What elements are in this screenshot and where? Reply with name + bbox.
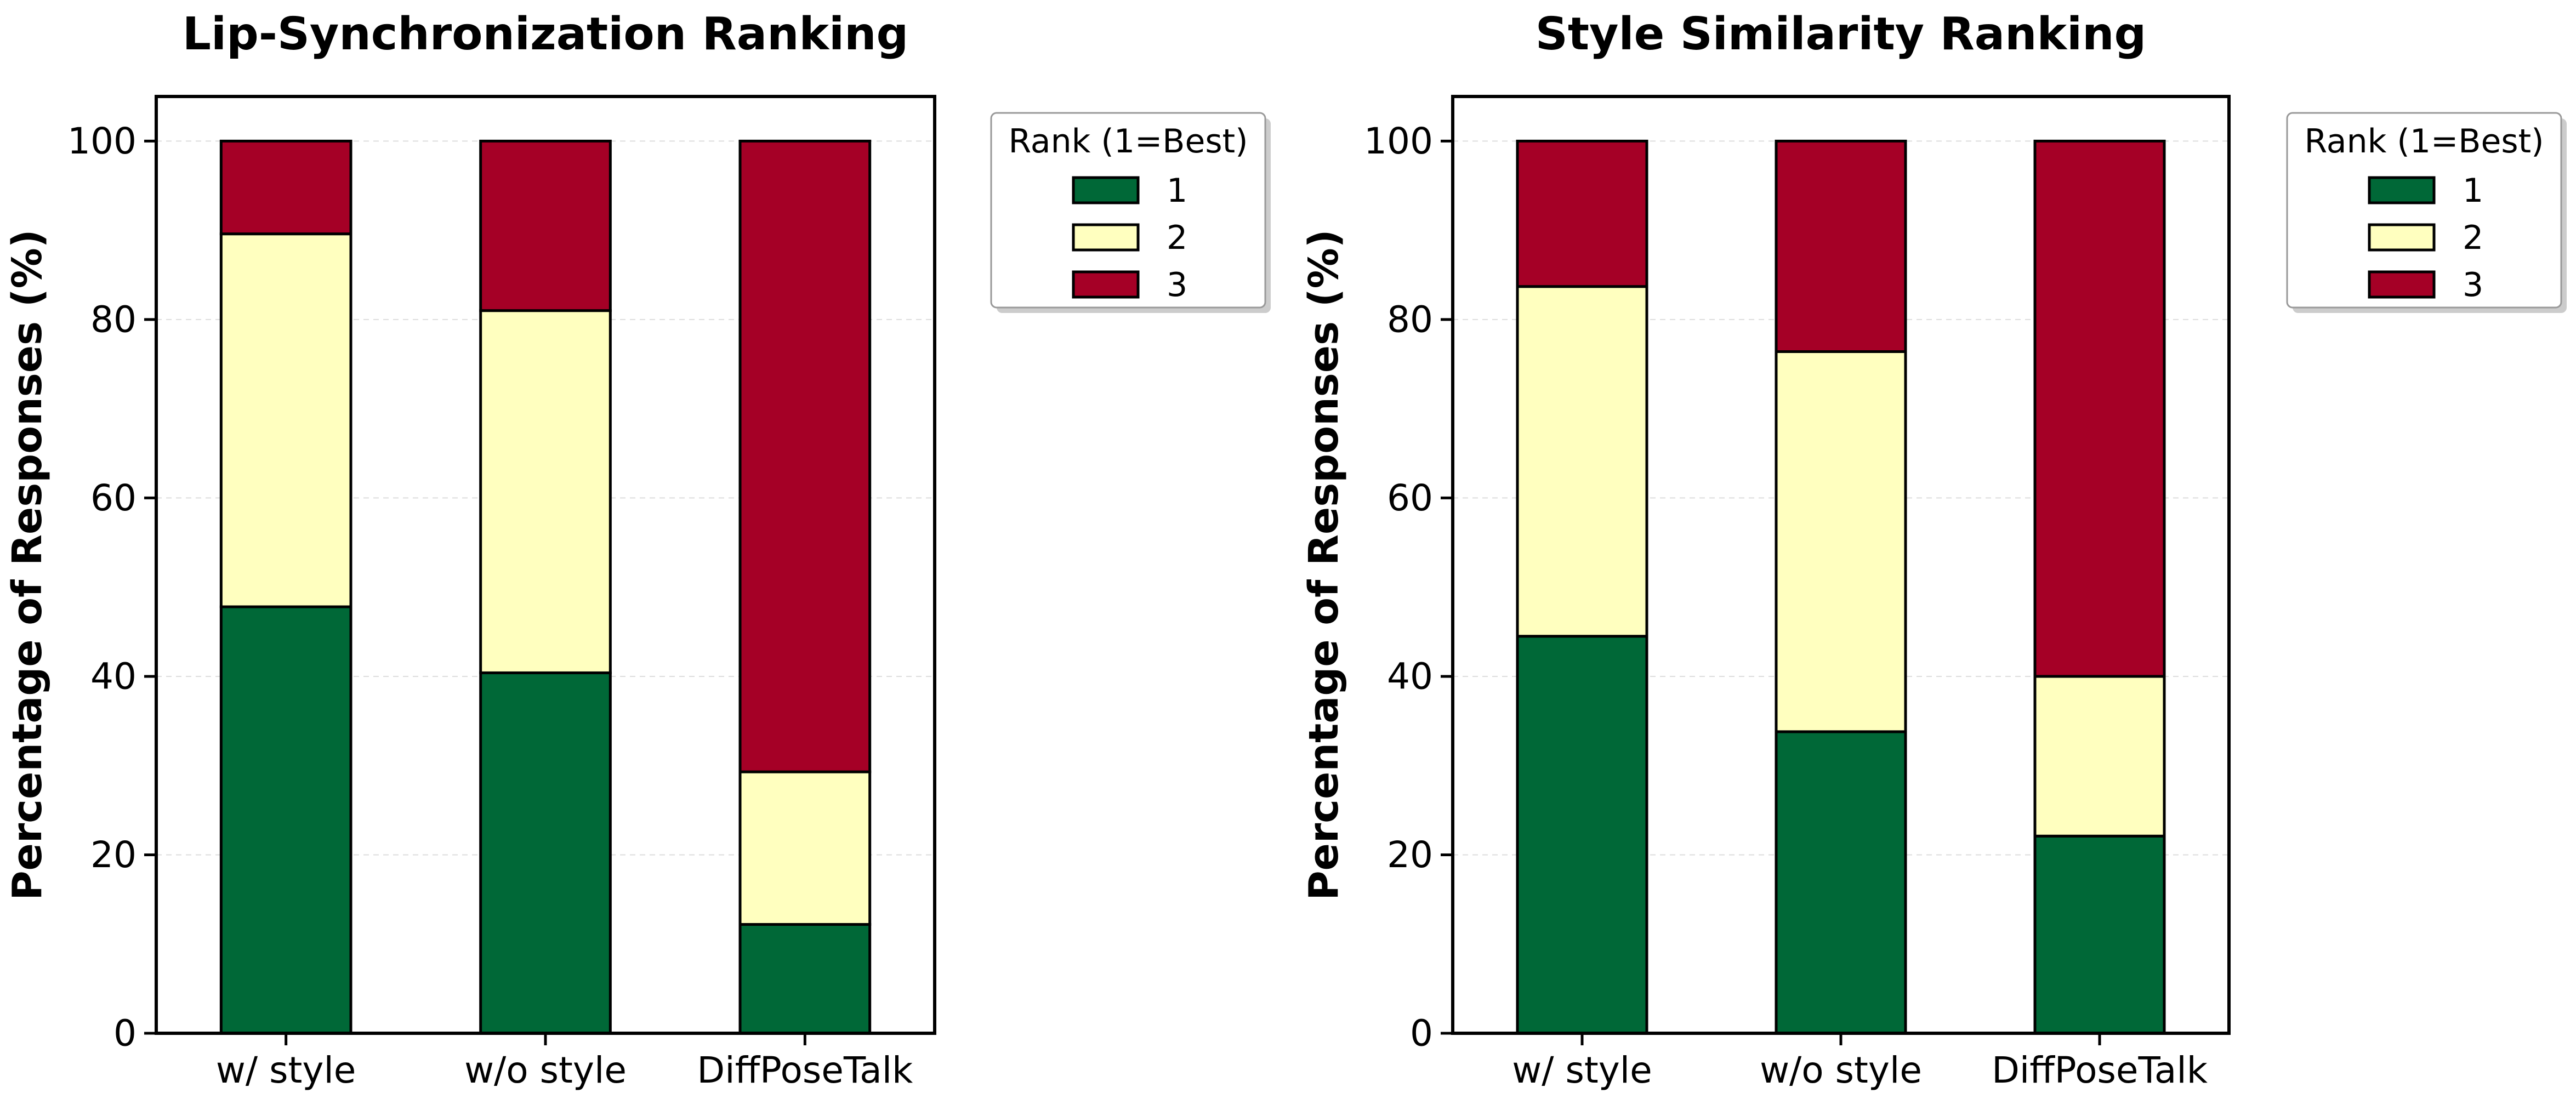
y-tick-label: 0 <box>113 1012 137 1055</box>
y-tick-label: 100 <box>67 120 137 162</box>
bar-rank-1-1 <box>219 605 352 1035</box>
x-tick-label: DiffPoseTalk <box>1992 1049 2208 1091</box>
x-tick-label: w/o style <box>464 1049 627 1091</box>
legend-title: Rank (1=Best) <box>2304 122 2544 161</box>
chart-title: Lip-Synchronization Ranking <box>183 8 908 60</box>
bar-rank-1-3 <box>2033 834 2166 1035</box>
y-tick-label: 60 <box>90 477 137 519</box>
bar-rank-3-3 <box>2033 139 2166 678</box>
chart-title: Style Similarity Ranking <box>1536 8 2146 60</box>
legend-swatch-rank-2 <box>2368 223 2436 252</box>
y-axis-label: Percentage of Responses (%) <box>4 229 51 900</box>
legend-box <box>2286 112 2562 309</box>
x-tick-label: DiffPoseTalk <box>697 1049 913 1091</box>
bar-rank-3-3 <box>738 139 872 773</box>
bar-rank-2-1 <box>219 232 352 608</box>
bar-rank-1-2 <box>1775 730 1907 1035</box>
legend-label: 1 <box>2463 172 2483 210</box>
y-tick-label: 100 <box>1364 120 1433 162</box>
legend-swatch-rank-3 <box>2368 270 2436 299</box>
legend-swatch-rank-3 <box>1072 270 1140 299</box>
chart-panel-2: 0 20 40 60 80 100 w/ style w/o style DiffPoseTal… <box>1300 8 2567 1091</box>
y-tick-label: 20 <box>90 834 137 876</box>
bar-rank-2-3 <box>2033 675 2166 838</box>
legend-label: 3 <box>2463 266 2483 304</box>
bar-rank-1-1 <box>1516 635 1648 1035</box>
chart-panel-1: 0 20 40 60 80 100 w/ style w/o style DiffPoseTal… <box>4 8 1271 1091</box>
legend-label: 2 <box>1167 219 1187 257</box>
y-axis-label: Percentage of Responses (%) <box>1300 229 1347 900</box>
x-tick-label: w/ style <box>216 1049 356 1091</box>
y-tick-label: 80 <box>1387 298 1433 340</box>
bar-rank-1-2 <box>479 671 612 1035</box>
bar-rank-2-3 <box>738 770 872 926</box>
y-tick-label: 0 <box>1410 1012 1433 1055</box>
legend-swatch-rank-2 <box>1072 223 1140 252</box>
legend-label: 2 <box>2463 219 2483 257</box>
y-tick-label: 40 <box>1387 655 1433 697</box>
legend-label: 1 <box>1167 172 1187 210</box>
x-tick-label: w/o style <box>1760 1049 1922 1091</box>
bar-rank-2-2 <box>1775 350 1907 733</box>
bar-rank-2-1 <box>1516 285 1648 638</box>
x-tick-label: w/ style <box>1512 1049 1652 1091</box>
legend-box <box>990 112 1266 309</box>
legend-label: 3 <box>1167 266 1187 304</box>
bar-rank-3-1 <box>219 139 352 236</box>
y-tick-label: 40 <box>90 655 137 697</box>
bar-rank-1-3 <box>738 923 872 1035</box>
legend-title: Rank (1=Best) <box>1008 122 1248 161</box>
legend-swatch-rank-1 <box>2368 176 2436 204</box>
y-tick-label: 60 <box>1387 477 1433 519</box>
bar-rank-2-2 <box>479 309 612 674</box>
legend-swatch-rank-1 <box>1072 176 1140 204</box>
bar-rank-3-2 <box>479 139 612 312</box>
y-tick-label: 20 <box>1387 834 1433 876</box>
y-tick-label: 80 <box>90 298 137 340</box>
bar-rank-3-2 <box>1775 139 1907 353</box>
bar-rank-3-1 <box>1516 139 1648 288</box>
